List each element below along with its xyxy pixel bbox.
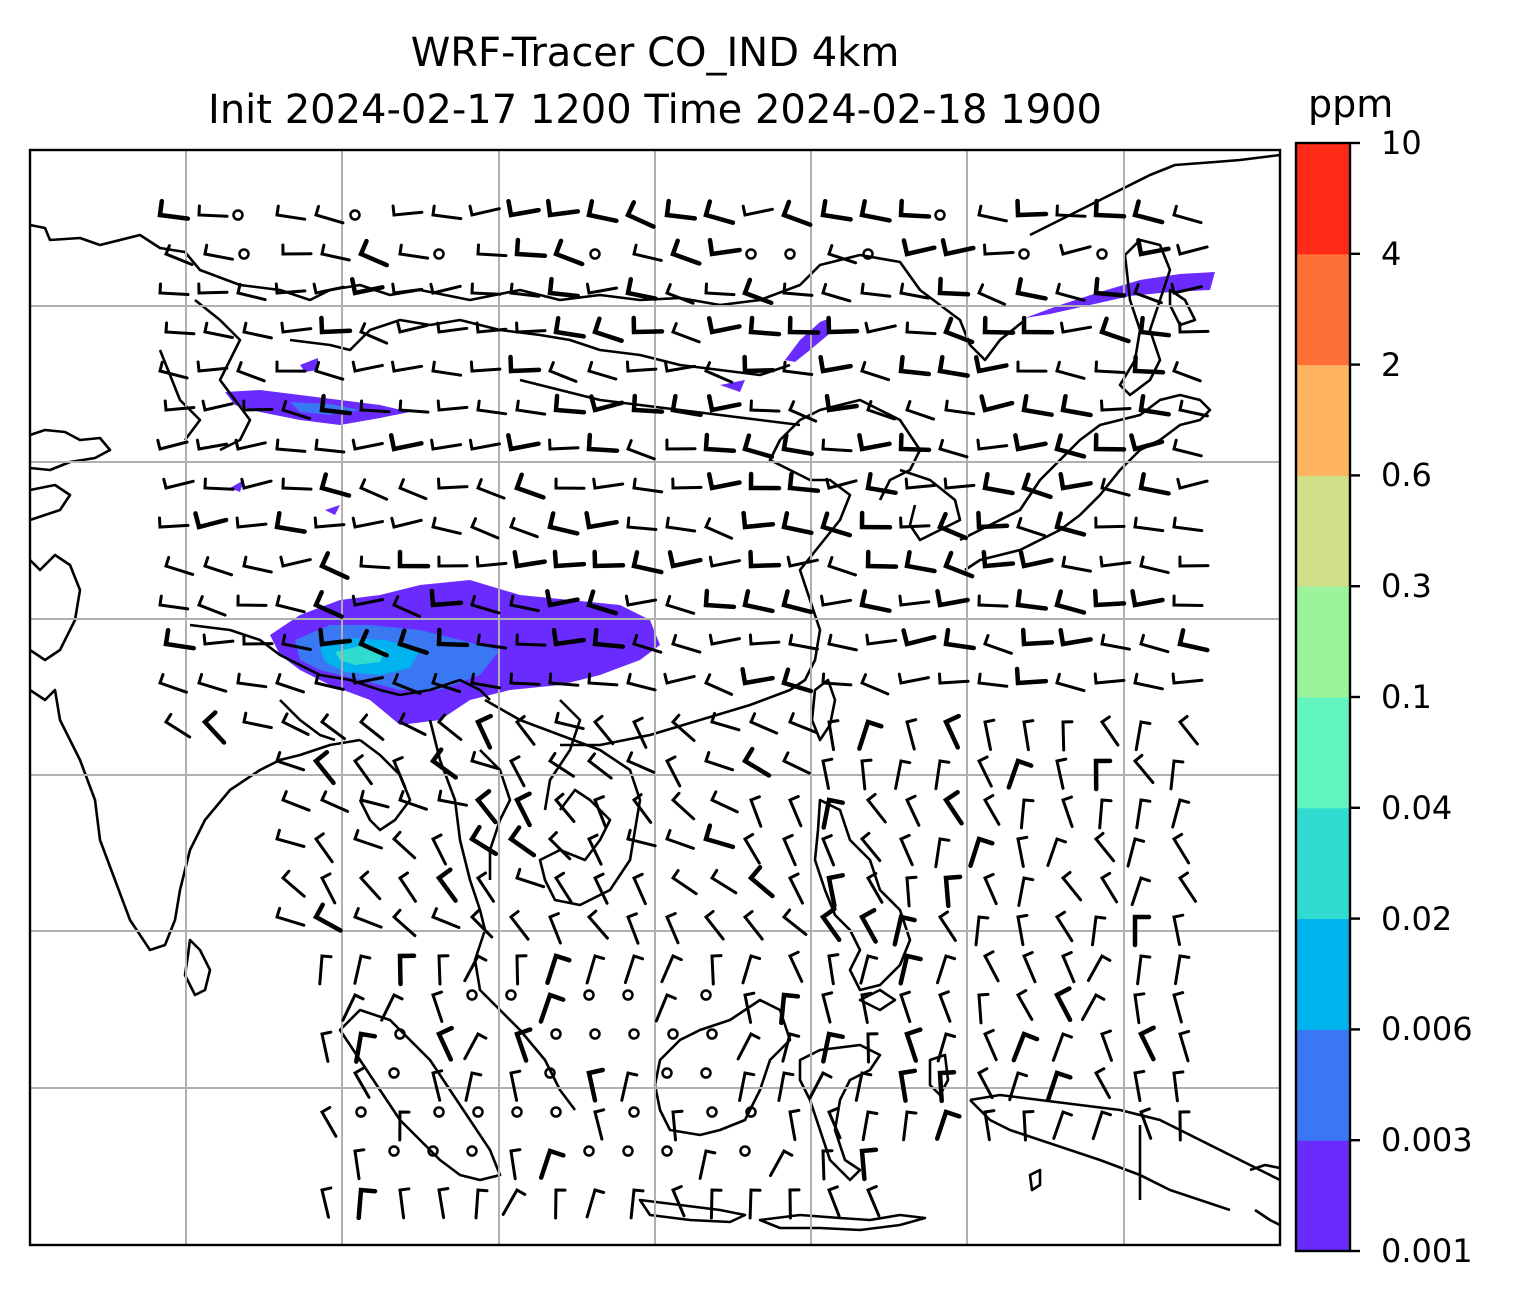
colorbar-segment (1296, 1029, 1350, 1141)
colorbar-segment (1296, 364, 1350, 476)
colorbar-segment (1296, 475, 1350, 587)
colorbar-segment (1296, 697, 1350, 809)
colorbar-tick-label: 0.04 (1381, 788, 1453, 827)
colorbar-tick-label: 4 (1381, 234, 1402, 273)
colorbar-tick-label: 0.1 (1381, 678, 1432, 716)
colorbar-segment (1296, 918, 1350, 1030)
colorbar (1294, 141, 1360, 1253)
colorbar-tick-label: 10 (1381, 124, 1422, 162)
colorbar-tick-label: 0.001 (1381, 1232, 1473, 1270)
gridlines (30, 150, 1280, 1245)
wind-barbs (156, 198, 1210, 1221)
colorbar-unit-label: ppm (1308, 82, 1394, 126)
map-frame (28, 148, 1282, 1247)
colorbar-tick-label: 0.006 (1381, 1010, 1473, 1049)
colorbar-tick-label: 0.6 (1381, 456, 1432, 495)
tracer-shading (225, 272, 1215, 725)
colorbar-segment (1296, 1140, 1350, 1252)
colorbar-tick-label: 0.003 (1381, 1121, 1473, 1160)
map-subtitle: Init 2024-02-17 1200 Time 2024-02-18 190… (208, 87, 1102, 133)
colorbar-tick-label: 0.3 (1381, 567, 1432, 606)
colorbar-segment (1296, 253, 1350, 366)
colorbar-segment (1296, 586, 1350, 698)
map-title: WRF-Tracer CO_IND 4km (410, 30, 900, 76)
colorbar-segment (1296, 143, 1350, 255)
colorbar-tick-label: 2 (1381, 345, 1402, 384)
colorbar-tick-label: 0.02 (1381, 899, 1453, 938)
colorbar-segment (1296, 807, 1350, 920)
